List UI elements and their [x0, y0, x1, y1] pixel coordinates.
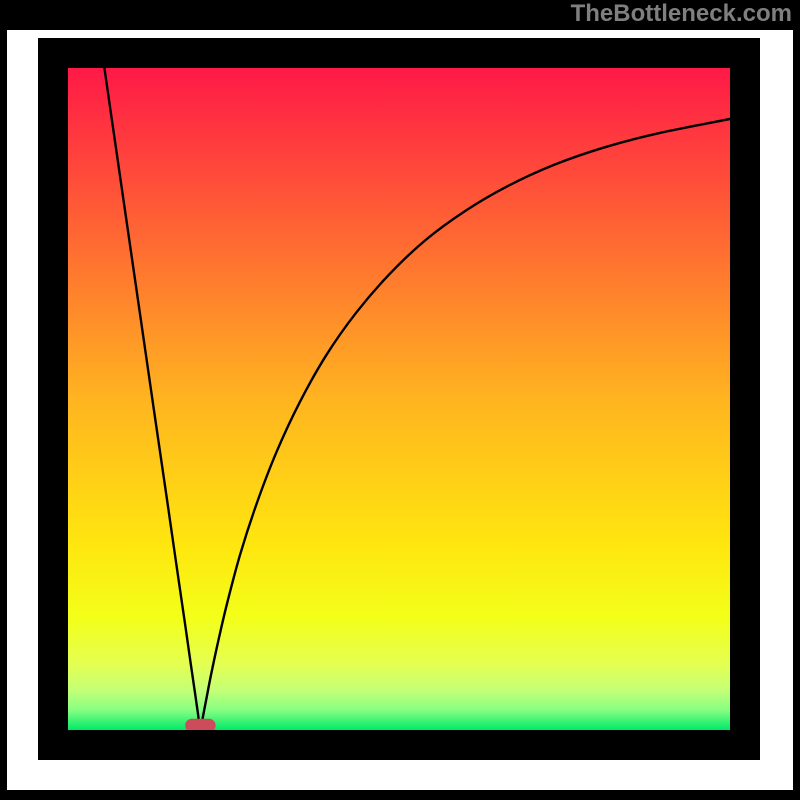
outer-border-bottom: [0, 790, 800, 800]
outer-border-top: [0, 0, 800, 30]
plot-background: [68, 68, 730, 730]
chart-stage: TheBottleneck.com: [0, 0, 800, 800]
outer-border-left: [0, 0, 7, 800]
outer-border-right: [793, 0, 800, 800]
chart-svg: [0, 0, 800, 800]
